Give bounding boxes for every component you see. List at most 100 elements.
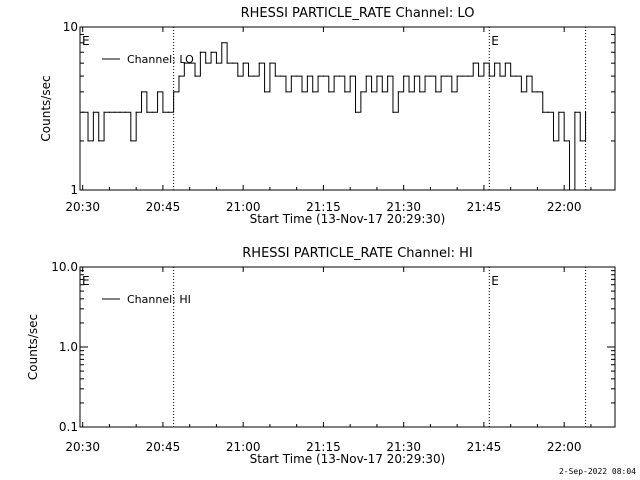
panel-1-data-point [87,140,89,142]
panel-1-data-point [370,91,373,93]
panel-1-data-point [108,111,111,113]
panel-1-data-point [477,75,480,77]
panel-1-y-axis-label: Counts/sec [39,75,53,141]
panel-1-data-point [520,91,522,93]
panel-1-data-point [472,62,474,64]
panel-1-data-point [269,62,271,64]
panel-1-data-point [526,75,528,77]
panel-1-data-point [263,91,266,93]
panel-1-data-point [205,62,207,64]
panel-1-x-tick-label: 20:45 [146,200,181,214]
panel-1-x-tick-label: 21:00 [226,200,261,214]
panel-2-x-tick-label: 22:00 [547,440,582,454]
panel-2-left-edge-label: E [82,274,90,288]
panel-1-data-point [253,75,255,77]
panel-1-data-point [221,42,223,44]
panel-1-data-point [280,75,282,77]
panel-1-data-point [365,75,367,77]
panel-2-y-tick-label: 1.0 [59,340,78,354]
panel-1-data-point [354,111,357,113]
panel-1-data-point [451,91,453,93]
panel-1-data-point [140,91,143,93]
panel-1-data-point [424,75,426,77]
panel-2-x-axis-label: Start Time (13-Nov-17 20:29:30) [250,452,446,466]
panel-1-data-point [349,75,351,77]
panel-1-data-point [413,75,415,77]
panel-1-data-point [419,91,421,93]
panel-1-data-point [461,75,464,77]
panel-1-data-point [515,75,517,77]
panel-1-data-point [328,91,330,93]
panel-1-chart-title: RHESSI PARTICLE_RATE Channel: LO [241,6,475,21]
panel-1-data-point [387,75,389,77]
panel-1-data-point [114,111,116,113]
panel-1-data-point [563,140,565,142]
panel-1-y-tick-label: 1 [70,183,78,197]
panel-1-data-point [247,75,250,77]
panel-2-x-tick-label: 20:45 [146,440,181,454]
panel-1-data-point [226,62,228,64]
panel-1-data-point [392,111,394,113]
panel-1-data-point [290,75,292,77]
panel-1-data-point [237,75,239,77]
panel-1-data-point [488,75,490,77]
panel-1-data-point [510,75,512,77]
panel-1-y-tick-label: 10 [63,20,78,34]
panel-1-data-point [231,62,234,64]
panel-2-x-tick-label: 21:45 [467,440,502,454]
panel-1-data-point [547,111,549,113]
panel-1-data-point [456,75,458,77]
panel-1-data-point [397,91,399,93]
panel-1-data-point [584,111,587,113]
panel-1-data-point [130,140,132,142]
panel-2-y-tick-label: 0.1 [59,420,78,434]
panel-1-data-point [542,111,544,113]
panel-1-data-point [568,189,571,191]
panel-1-data-point [189,62,191,64]
panel-1-data-point [301,91,303,93]
panel-1-data-point [151,111,153,113]
panel-1-data-point [403,75,405,77]
panel-1-data-point [296,75,298,77]
panel-1-data-point [258,62,260,64]
panel-1-data-point [322,75,325,77]
panel-1-data-point [338,75,341,77]
panel-1-data-point [408,91,410,93]
panel-2-x-tick-label: 21:30 [386,440,421,454]
panel-1-data-point [445,75,448,77]
panel-1-data-point [312,91,314,93]
panel-2-x-tick-label: 20:30 [65,440,100,454]
panel-1-data-point [435,91,437,93]
panel-1-data-point [242,62,244,64]
panel-1-data-point [483,62,485,64]
panel-1-plot-frame [79,26,616,191]
panel-1-data-point [467,75,469,77]
panel-1-legend-entry: Channel: LO [127,53,194,66]
panel-1-data-point [579,140,581,142]
panel-1-data-point [167,111,169,113]
panel-1-data-point [429,75,432,77]
panel-1-data-point [178,75,180,77]
panel-2-y-axis-label: Counts/sec [26,314,40,380]
panel-1-data-point [274,75,276,77]
panel-1-data-point [504,62,506,64]
panel-2-legend-entry: Channel: HI [127,293,191,306]
panel-1-x-tick-label: 21:15 [306,200,341,214]
panel-1-data-point [124,111,127,113]
panel-1-data-point [119,111,121,113]
panel-1-data-point [317,75,319,77]
panel-1-x-tick-label: 21:30 [386,200,421,214]
panel-1-data-point [440,75,442,77]
panel-2-y-tick-label: 10.0 [51,260,78,274]
panel-1-data-point [103,111,105,113]
panel-1-data-point [183,62,185,64]
panel-1-x-axis-label: Start Time (13-Nov-17 20:29:30) [250,212,446,226]
panel-1-data-point [306,75,308,77]
panel-1-event-marker-label: E [491,34,499,48]
panel-1-x-tick-label: 20:30 [65,200,100,214]
panel-1-data-point [156,91,159,93]
panel-1-x-tick-label: 22:00 [547,200,582,214]
panel-1-data-point [82,111,84,113]
panel-1-data-point [173,91,175,93]
